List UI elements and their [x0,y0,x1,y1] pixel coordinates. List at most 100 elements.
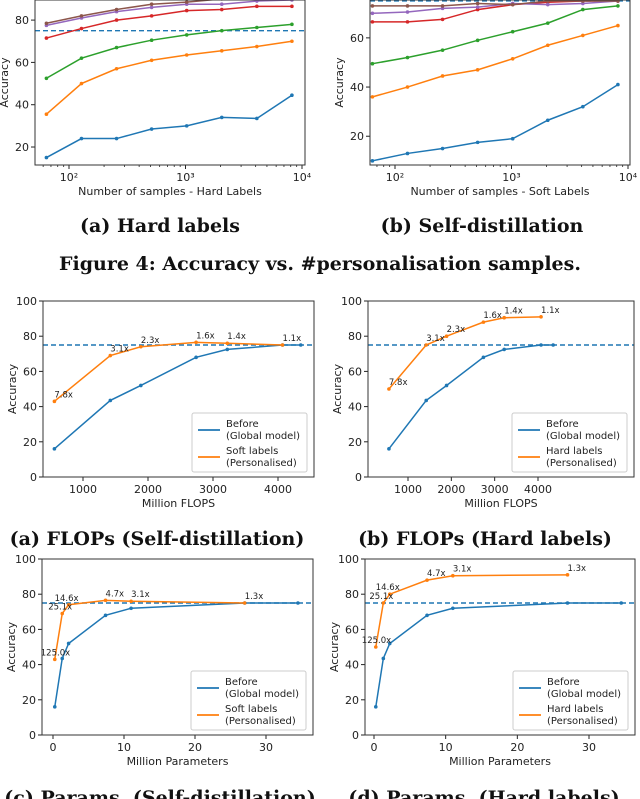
y-tick-label: 80 [22,588,36,601]
y-tick-label: 40 [15,99,29,112]
data-point [381,656,386,661]
data-point [219,2,224,7]
x-tick-label: 1000 [69,483,97,496]
series-line-s2 [372,24,619,98]
data-point [219,48,224,53]
legend-label: Soft labels [226,446,278,457]
speedup-annotation: 3.1x [131,590,150,600]
legend-box [511,412,628,473]
data-point [129,606,133,611]
x-tick-label: 30 [259,741,273,754]
series-line-soft-labels [53,341,283,402]
legend-label: Soft labels [225,704,277,715]
data-point [444,334,449,339]
data-point [149,14,154,18]
data-point [296,601,300,605]
data-point [149,127,154,131]
speedup-annotation: 1.4x [504,307,523,317]
data-point [475,1,480,6]
plot-area [368,315,634,451]
data-point [52,657,57,662]
y-tick-label: 40 [350,81,364,94]
speedup-annotation: 3.1x [110,345,129,355]
data-point [255,4,259,9]
data-point [370,11,375,16]
data-point [290,4,294,9]
series-line-s3 [372,5,618,65]
y-tick-label: 60 [345,623,359,636]
data-point [219,7,224,12]
legend-label: Before [547,677,580,688]
speedup-annotation: 4.7x [106,589,125,599]
data-point [79,26,84,31]
data-point [66,602,71,607]
data-point [387,592,392,596]
legend-label: Before [225,677,258,688]
data-point [44,21,49,26]
data-point [475,140,480,145]
data-point [475,38,480,43]
x-axis-label: Million Parameters [127,755,229,768]
x-tick-label: 0 [371,741,378,754]
chart-5: 0 20 40 60 80 100 0 10 20 30 Million Parameters Acc… [5,553,314,768]
data-point [510,29,515,34]
data-point [255,116,259,121]
data-point [149,38,154,42]
series-line-s1 [46,94,293,159]
legend-sublabel: (Global model) [547,689,621,700]
chart-1: 20 40 60 80 10² 10³ 10⁴ Number of samples - Har… [0,0,312,198]
data-point [551,343,555,347]
y-tick-label: 100 [341,295,362,308]
axes-frame [41,558,314,736]
y-tick-label: 60 [23,365,37,378]
data-point [255,44,259,49]
data-point [219,28,224,33]
legend-label: Hard labels [546,446,603,457]
data-point [79,81,84,86]
data-point [387,641,392,646]
data-point [52,399,57,404]
legend: Before(Global model) Soft labels(Personal… [190,670,307,731]
speedup-annotation: 2.3x [447,325,466,335]
data-point [440,74,445,78]
y-tick-label: 80 [15,14,29,27]
speedup-annotation: 125.0x [41,648,70,658]
data-point [149,5,154,10]
data-point [502,347,507,352]
data-point [225,341,230,346]
x-axis-label: Million Parameters [449,755,551,768]
legend-sublabel: (Personalised) [546,458,617,469]
legend-sublabel: (Personalised) [547,716,618,727]
legend: Before(Global model) Soft labels(Personal… [191,412,308,473]
data-point [545,43,550,48]
data-point [387,387,391,391]
data-point [565,601,570,605]
data-point [44,76,49,81]
data-point [290,39,294,44]
data-point [370,20,375,24]
data-point [405,55,410,60]
data-point [475,5,480,9]
x-tick-label: 4000 [264,483,292,496]
series-line-hard-labels [375,574,568,648]
data-point [405,4,410,8]
data-point [387,447,391,451]
data-point [108,353,113,358]
data-point [44,112,49,117]
data-point [129,599,133,604]
y-tick-label: 20 [15,141,29,154]
speedup-annotation: 1.6x [196,331,215,341]
speedup-annotation: 1.1x [541,306,560,316]
plot-area [35,0,305,160]
y-tick-label: 40 [22,659,36,672]
data-point [545,21,550,25]
legend-sublabel: (Global model) [226,431,300,442]
series-line-s6 [372,0,618,7]
speedup-annotation: 4.7x [427,569,446,579]
data-point [373,645,378,649]
x-tick-label: 30 [582,741,596,754]
series-line-s2 [45,40,293,115]
data-point [405,85,410,89]
y-tick-label: 60 [22,623,36,636]
